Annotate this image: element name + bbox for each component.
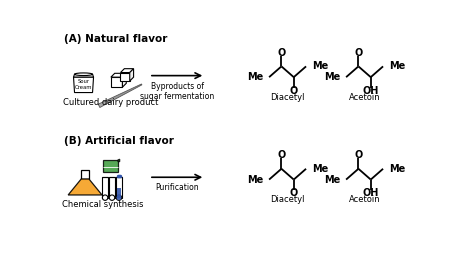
Polygon shape [130,69,134,81]
Text: Me: Me [324,175,340,184]
Text: OH: OH [363,188,379,198]
Ellipse shape [109,195,115,200]
Polygon shape [120,69,134,72]
Text: Purification: Purification [155,183,199,192]
Bar [102,177,108,198]
Text: Me: Me [324,72,340,82]
Ellipse shape [74,73,92,76]
Text: Me: Me [246,72,263,82]
Polygon shape [68,179,102,195]
Bar [109,177,115,198]
Polygon shape [122,73,126,87]
Text: Diacetyl: Diacetyl [270,93,305,102]
Ellipse shape [102,195,108,200]
Text: O: O [354,150,363,160]
Text: O: O [277,150,285,160]
Bar [120,72,130,81]
Text: (B) Artificial flavor: (B) Artificial flavor [64,136,173,146]
Text: Sour
Cream: Sour Cream [75,79,92,90]
Ellipse shape [117,195,121,200]
Ellipse shape [116,195,122,200]
Bar [117,189,121,198]
Bar [116,177,122,198]
Text: Byproducts of
sugar fermentation: Byproducts of sugar fermentation [140,82,214,101]
Text: Cultured dairy product: Cultured dairy product [63,98,158,107]
Polygon shape [107,84,142,103]
Text: Acetoin: Acetoin [349,195,381,204]
Text: Acetoin: Acetoin [349,93,381,102]
Text: O: O [290,86,298,96]
Text: Me: Me [312,164,328,174]
Text: O: O [277,47,285,58]
Polygon shape [73,74,93,77]
Text: O: O [354,47,363,58]
Text: Me: Me [246,175,263,184]
Text: OH: OH [363,86,379,96]
Text: Chemical synthesis: Chemical synthesis [62,200,144,209]
Text: Me: Me [312,61,328,71]
Text: Me: Me [389,61,405,71]
Polygon shape [81,170,89,179]
Bar [111,77,122,87]
Polygon shape [98,100,108,108]
Text: O: O [290,188,298,198]
Polygon shape [73,77,93,93]
Text: (A) Natural flavor: (A) Natural flavor [64,34,167,44]
Polygon shape [103,160,118,172]
Polygon shape [111,73,126,77]
Text: Me: Me [389,164,405,174]
Text: Diacetyl: Diacetyl [270,195,305,204]
Polygon shape [118,159,119,162]
